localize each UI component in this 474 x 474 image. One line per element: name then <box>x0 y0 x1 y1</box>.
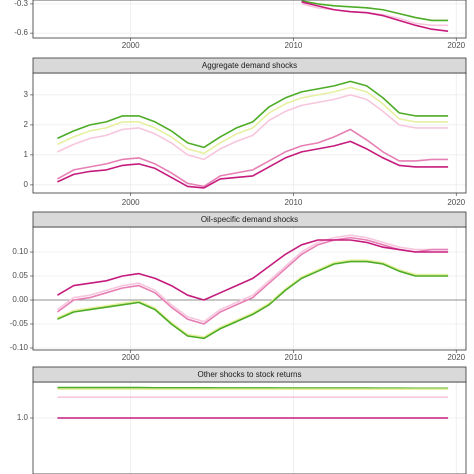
x-tick-label: 2010 <box>285 353 303 362</box>
x-tick-label: 2020 <box>447 198 465 207</box>
series-line <box>57 94 449 161</box>
x-tick-label: 2000 <box>122 198 140 207</box>
y-tick-label: -0.10 <box>10 343 29 352</box>
y-tick-label: 0 <box>24 180 29 189</box>
y-tick-label: 0.05 <box>12 271 28 280</box>
panel <box>33 227 466 350</box>
panel-border <box>32 0 467 39</box>
y-tick-label: 1.0 <box>17 413 29 422</box>
x-tick-label: 2010 <box>285 41 303 50</box>
panel-background <box>33 73 466 193</box>
x-tick-label: 2010 <box>285 198 303 207</box>
strip <box>32 57 467 74</box>
series-line <box>57 260 449 340</box>
series-line <box>57 80 449 149</box>
panel <box>33 382 466 474</box>
panel <box>33 73 466 193</box>
series-line <box>57 140 449 189</box>
y-tick-label: 1 <box>24 150 29 159</box>
y-tick-label: 2 <box>24 120 29 129</box>
series-line <box>301 0 449 22</box>
series-line <box>56 234 449 323</box>
series-line <box>301 1 449 32</box>
y-tick-label: 3 <box>24 90 29 99</box>
series-line <box>57 259 449 338</box>
panel-background <box>33 382 466 474</box>
series-line <box>56 236 449 325</box>
panel <box>33 0 466 38</box>
y-tick-label: -0.05 <box>10 319 29 328</box>
panel-background <box>33 227 466 350</box>
series-line <box>57 386 449 390</box>
panel-title: Aggregate demand shocks <box>202 61 297 70</box>
y-tick-label: 0.10 <box>12 247 28 256</box>
x-tick-label: 2000 <box>122 353 140 362</box>
x-tick-label: 2020 <box>447 353 465 362</box>
x-tick-label: 2020 <box>447 41 465 50</box>
series-line <box>57 128 449 188</box>
series-line <box>57 239 449 301</box>
y-tick-label: 0.00 <box>12 295 28 304</box>
panel-title: Other shocks to stock returns <box>197 370 301 379</box>
x-tick-label: 2000 <box>122 41 140 50</box>
y-tick-label: -0.6 <box>14 28 28 37</box>
panel-title: Oil-specific demand shocks <box>201 215 298 224</box>
series-line <box>57 86 449 155</box>
strip <box>32 366 467 383</box>
y-tick-label: -0.3 <box>14 0 28 8</box>
strip <box>32 211 467 228</box>
